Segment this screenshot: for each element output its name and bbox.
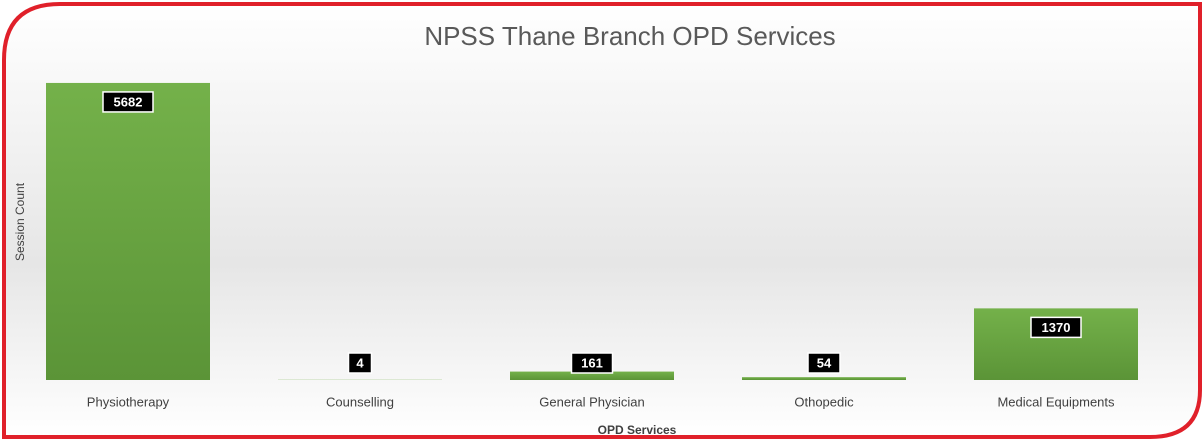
y-axis-title: Session Count <box>13 182 27 261</box>
data-label: 161 <box>581 355 603 370</box>
chart-title: NPSS Thane Branch OPD Services <box>424 21 835 51</box>
x-tick-label: Medical Equipments <box>997 394 1115 409</box>
data-label: 4 <box>356 355 364 370</box>
x-tick-label: General Physician <box>539 394 645 409</box>
x-tick-label: Counselling <box>326 394 394 409</box>
x-axis-title: OPD Services <box>598 423 677 437</box>
data-label: 1370 <box>1042 320 1071 335</box>
bar <box>742 377 906 380</box>
data-label: 54 <box>817 355 832 370</box>
x-tick-label: Othopedic <box>794 394 854 409</box>
x-tick-label: Physiotherapy <box>87 394 170 409</box>
data-label: 5682 <box>114 94 143 109</box>
bar <box>46 83 210 380</box>
